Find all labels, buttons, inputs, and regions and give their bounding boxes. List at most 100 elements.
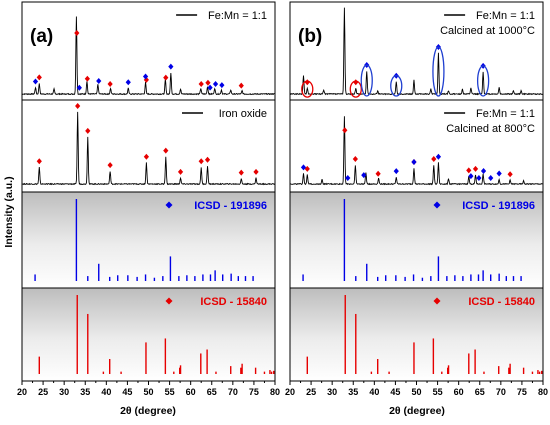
x-tick-label: 55 [165, 387, 175, 397]
hematite-peak-marker [204, 156, 211, 163]
x-tick-label: 60 [186, 387, 196, 397]
x-tick-label: 45 [122, 387, 132, 397]
bixbyite-peak-marker [468, 173, 474, 180]
x-tick-label: 65 [207, 387, 217, 397]
legend-diamond-marker [433, 201, 441, 209]
x-tick-label: 75 [249, 387, 259, 397]
bixbyite-peak-marker [345, 174, 351, 181]
x-tick-label: 70 [496, 387, 506, 397]
legend-condition: Calcined at 800°C [446, 123, 535, 135]
hematite-peak-marker [198, 158, 204, 165]
x-tick-label: 60 [454, 387, 464, 397]
bixbyite-peak-marker [496, 170, 502, 177]
hematite-peak-marker [163, 74, 169, 81]
x-tick-label: 65 [475, 387, 485, 397]
legend-diamond-marker [433, 297, 441, 305]
x-tick-label: 35 [80, 387, 90, 397]
hematite-peak-marker [205, 79, 211, 86]
hematite-peak-marker [507, 171, 513, 178]
legend-label: Fe:Mn = 1:1 [476, 108, 535, 120]
bixbyite-peak-marker [168, 63, 174, 70]
hematite-peak-marker [472, 165, 479, 172]
legend-label: Iron oxide [219, 108, 267, 120]
reference-legend-label: ICSD - 191896 [462, 200, 535, 212]
x-tick-label: 70 [228, 387, 238, 397]
panels-layer: 20 25 30 35 40 45 50 55 60 65 70 75 80 Fe:Mn = 1:1 Iro… [17, 1, 548, 397]
highlight-ellipse [301, 80, 314, 98]
highlight-ellipse [432, 46, 445, 97]
reference-background [290, 192, 543, 288]
bixbyite-peak-marker [212, 80, 219, 87]
hematite-peak-marker [143, 153, 149, 160]
x-tick-label: 40 [369, 387, 379, 397]
reference-background [290, 288, 543, 381]
hematite-peak-marker [238, 82, 244, 89]
bixbyite-peak-marker [142, 73, 149, 80]
bixbyite-peak-marker [96, 78, 102, 85]
bixbyite-peak-marker [361, 172, 367, 179]
x-tick-label: 55 [433, 387, 443, 397]
hematite-peak-marker [75, 103, 81, 109]
hematite-peak-marker [238, 169, 244, 176]
xrd-pattern-line [289, 7, 544, 96]
bixbyite-peak-marker [476, 174, 482, 181]
x-tick-label: 20 [17, 387, 27, 397]
panel-a: 20 25 30 35 40 45 50 55 60 65 70 75 80 Fe:Mn = 1:1 Iro… [17, 1, 280, 397]
x-tick-label: 45 [390, 387, 400, 397]
x-tick-label: 40 [101, 387, 111, 397]
hematite-peak-marker [36, 74, 42, 81]
legend-label: Fe:Mn = 1:1 [476, 10, 535, 22]
highlight-ellipse [360, 64, 373, 97]
legend-label: Fe:Mn = 1:1 [208, 10, 267, 22]
hematite-peak-marker [107, 80, 113, 87]
bixbyite-peak-marker [300, 164, 307, 171]
hematite-peak-marker [466, 167, 472, 174]
bixbyite-peak-marker [393, 168, 399, 175]
x-tick-label: 25 [38, 387, 48, 397]
bixbyite-peak-marker [207, 84, 213, 91]
x-axis-label-a: 2θ (degree) [120, 405, 176, 417]
reference-legend-label: ICSD - 15840 [200, 296, 267, 308]
bixbyite-peak-marker [488, 175, 494, 181]
reference-background [22, 192, 275, 288]
hematite-peak-marker [36, 158, 42, 165]
x-axis-label-b: 2θ (degree) [389, 405, 445, 417]
reference-legend-label: ICSD - 15840 [468, 296, 535, 308]
legend-condition: Calcined at 1000°C [440, 25, 535, 37]
hematite-peak-marker [85, 127, 91, 134]
hematite-peak-marker [352, 156, 358, 162]
reference-legend-label: ICSD - 191896 [194, 200, 267, 212]
x-tick-label: 75 [517, 387, 527, 397]
x-tick-label: 30 [327, 387, 337, 397]
hematite-peak-marker [431, 156, 437, 162]
hematite-peak-marker [253, 168, 259, 175]
x-tick-label: 30 [59, 387, 69, 397]
panel-label: (a) [30, 26, 53, 47]
bixbyite-peak-marker [411, 159, 417, 166]
legend-diamond-marker [165, 201, 173, 209]
x-tick-label: 25 [306, 387, 316, 397]
hematite-peak-marker [198, 80, 204, 87]
highlight-ellipse [476, 65, 490, 97]
panel-b: 20 25 30 35 40 45 50 55 60 65 70 75 80 Calcined at 10… [285, 1, 548, 397]
x-tick-label: 35 [348, 387, 358, 397]
hematite-peak-marker [163, 147, 169, 154]
highlight-ellipse [349, 80, 362, 98]
xrd-pattern-line [21, 16, 276, 96]
xrd-pattern-line [289, 116, 544, 186]
hematite-peak-marker [342, 127, 348, 134]
hematite-peak-marker [177, 168, 184, 175]
x-tick-label: 80 [270, 387, 280, 397]
hematite-peak-marker [84, 75, 90, 82]
bixbyite-peak-marker [125, 79, 131, 86]
y-axis-label: Intensity (a.u.) [3, 176, 15, 247]
legend-diamond-marker [165, 297, 173, 305]
x-tick-label: 50 [411, 387, 421, 397]
bixbyite-peak-marker [219, 82, 225, 89]
bixbyite-peak-marker [32, 78, 39, 85]
hematite-peak-marker [353, 79, 359, 86]
bixbyite-peak-marker [480, 168, 487, 175]
highlight-ellipse [390, 75, 403, 97]
hematite-peak-marker [74, 29, 80, 36]
